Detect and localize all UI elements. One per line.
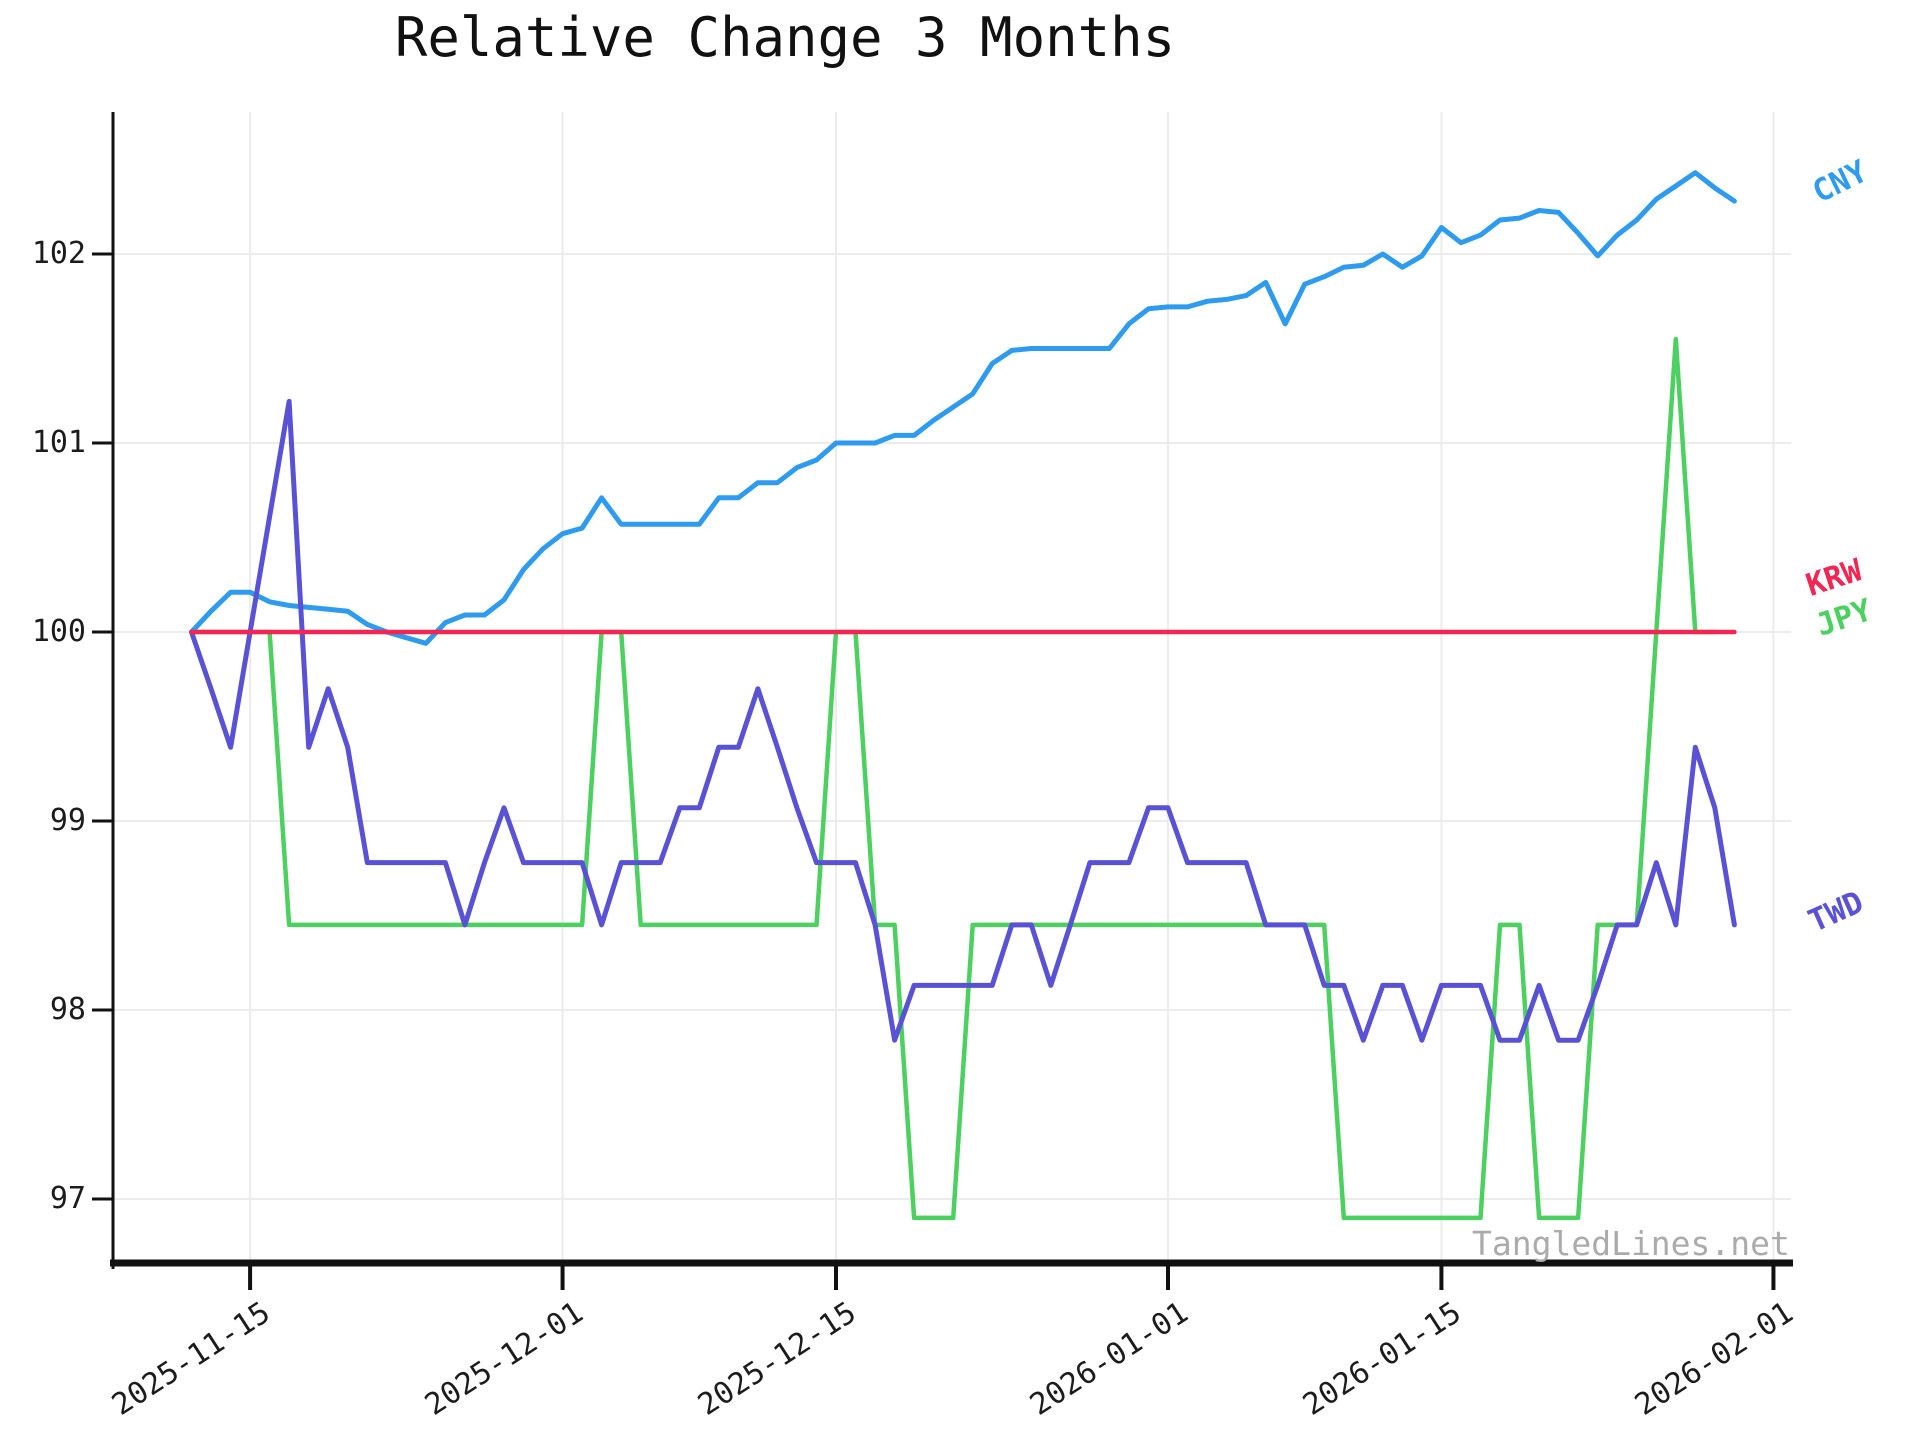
gridlines [113,112,1791,1263]
series-line-twd [189,398,1737,1043]
y-tick-label: 97 [49,1181,86,1216]
watermark: TangledLines.net [1472,1224,1790,1263]
series-line-jpy [189,336,1718,1221]
axes [92,112,1793,1290]
y-tick-label: 102 [31,236,86,271]
y-tick-label: 98 [49,992,86,1027]
series-line-cny [189,170,1737,646]
y-tick-label: 100 [31,614,86,649]
y-tick-label: 101 [31,425,86,460]
y-tick-label: 99 [49,803,86,838]
chart-title: Relative Change 3 Months [394,6,1176,69]
series-lines [189,170,1737,1221]
